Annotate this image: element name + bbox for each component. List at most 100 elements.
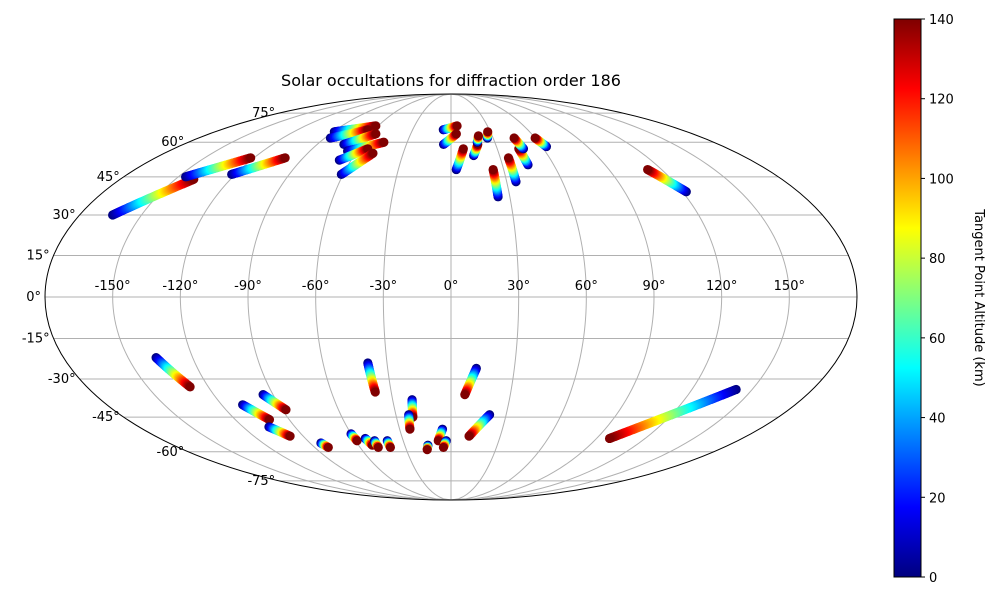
occultation-track-31 xyxy=(382,436,396,453)
occultation-tracks xyxy=(108,121,741,455)
colorbar-gradient xyxy=(893,18,922,578)
occultation-track-12 xyxy=(451,144,468,175)
occultation-track-19 xyxy=(509,133,529,154)
y-tick-label: -75° xyxy=(247,474,275,489)
colorbar-tick-label: 100 xyxy=(929,172,954,187)
data-point xyxy=(323,442,333,453)
occultation-track-16 xyxy=(488,164,503,202)
occultation-track-37 xyxy=(460,363,481,400)
y-tick-label: -30° xyxy=(48,372,76,387)
data-point xyxy=(246,153,256,163)
data-point xyxy=(373,442,383,453)
data-point xyxy=(285,431,295,441)
data-point xyxy=(509,133,519,143)
occultation-track-25 xyxy=(264,422,295,441)
data-point xyxy=(352,436,362,446)
y-tick-label: 15° xyxy=(27,248,50,263)
y-tick-label: 60° xyxy=(161,135,184,150)
colorbar-tick-label: 140 xyxy=(929,13,954,28)
x-tick-label: 30° xyxy=(507,279,530,294)
occultation-track-27 xyxy=(346,429,362,446)
data-point xyxy=(458,144,468,154)
occultation-track-8 xyxy=(334,144,373,165)
occultation-track-20 xyxy=(530,133,552,152)
x-tick-label: 120° xyxy=(706,279,737,294)
colorbar: 0 20 40 60 80 100 120 140 Tangent Point Altitud… xyxy=(893,13,986,586)
y-tick-label: -45° xyxy=(92,410,120,425)
occultation-track-11 xyxy=(438,129,461,149)
colorbar-ticks: 0 20 40 60 80 100 120 140 xyxy=(921,13,954,586)
data-point xyxy=(422,445,432,455)
occultation-track-38 xyxy=(464,410,495,441)
occultation-track-14 xyxy=(472,131,484,147)
occultation-track-15 xyxy=(482,127,493,143)
x-tick-label: 90° xyxy=(642,279,665,294)
occultation-track-24 xyxy=(258,390,291,415)
occultation-track-33 xyxy=(404,410,415,434)
data-point xyxy=(370,387,380,397)
data-point xyxy=(464,431,474,441)
x-tick-label: 60° xyxy=(575,279,598,294)
occultation-track-21 xyxy=(643,164,691,197)
colorbar-tick-label: 80 xyxy=(929,252,946,267)
data-point xyxy=(483,127,493,137)
data-point xyxy=(379,137,389,147)
occultation-track-36 xyxy=(438,436,451,453)
colorbar-tick-label: 40 xyxy=(929,412,946,427)
colorbar-label: Tangent Point Altitude (km) xyxy=(971,208,986,386)
x-tick-label: 0° xyxy=(444,279,459,294)
data-point xyxy=(281,405,291,415)
data-point xyxy=(405,424,415,434)
occultation-track-17 xyxy=(503,153,521,187)
data-point xyxy=(488,164,498,175)
x-tick-label: -30° xyxy=(369,279,397,294)
data-point xyxy=(385,442,396,453)
data-point xyxy=(371,129,381,139)
graticule xyxy=(45,94,857,500)
occultation-track-34 xyxy=(422,440,433,455)
occultation-track-22 xyxy=(151,353,195,392)
colorbar-tick-label: 120 xyxy=(929,93,954,108)
data-point xyxy=(473,131,484,141)
y-tick-label: 75° xyxy=(252,106,275,121)
data-point xyxy=(185,382,195,392)
y-tick-label: 0° xyxy=(26,290,41,305)
occultation-track-6 xyxy=(339,129,381,149)
occultation-track-30 xyxy=(363,358,380,397)
chart-title: Solar occultations for diffraction order… xyxy=(281,71,621,90)
data-point xyxy=(643,164,653,175)
data-point xyxy=(280,153,290,163)
data-point xyxy=(438,442,449,453)
occultation-track-10 xyxy=(438,121,462,135)
occultation-track-9 xyxy=(336,148,378,179)
occultation-track-2 xyxy=(181,153,256,182)
data-point xyxy=(530,133,540,143)
data-point xyxy=(451,129,461,139)
y-tick-label: -15° xyxy=(22,332,50,347)
occultation-track-39 xyxy=(604,384,741,444)
colorbar-tick-label: 60 xyxy=(929,332,946,347)
map-outline xyxy=(44,93,858,501)
data-point xyxy=(503,153,514,163)
x-tick-label: -60° xyxy=(302,279,330,294)
y-tick-label: -60° xyxy=(157,445,185,460)
tick-labels: -150° -120° -90° -60° -30° 0° 30° 60° 90° 120° 150… xyxy=(22,106,805,489)
data-point xyxy=(452,121,462,131)
occultation-track-23 xyxy=(238,400,275,425)
x-tick-label: -150° xyxy=(95,279,131,294)
occultation-track-5 xyxy=(325,125,373,143)
x-tick-label: -120° xyxy=(162,279,198,294)
occultation-track-3 xyxy=(227,153,290,179)
occultation-track-29 xyxy=(369,436,383,453)
occultation-track-26 xyxy=(316,438,333,453)
x-tick-label: 150° xyxy=(774,279,805,294)
y-tick-label: 30° xyxy=(53,208,76,223)
occultation-track-35 xyxy=(433,424,448,446)
data-point xyxy=(460,390,470,400)
data-point xyxy=(368,148,378,158)
data-point xyxy=(604,433,615,444)
x-tick-label: -90° xyxy=(234,279,262,294)
map-area: -150° -120° -90° -60° -30° 0° 30° 60° 90° 120° 150… xyxy=(22,93,858,501)
colorbar-tick-label: 0 xyxy=(929,571,937,586)
